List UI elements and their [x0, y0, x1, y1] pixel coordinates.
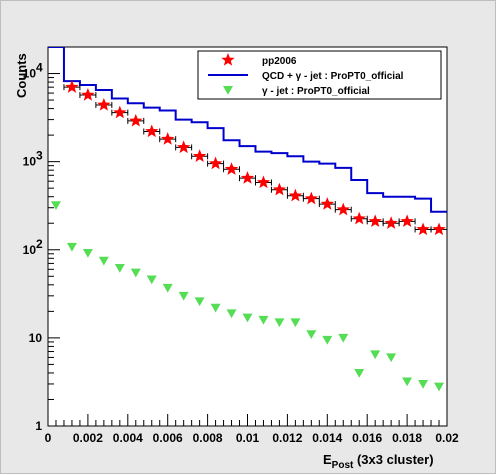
pp2006-point: [400, 214, 414, 228]
x-tick-label: 0.008: [193, 431, 223, 445]
pp2006-point: [65, 80, 79, 93]
x-tick-label: 0.014: [312, 431, 342, 445]
pp2006-point: [384, 216, 398, 229]
gamma-jet-point: [370, 350, 381, 360]
pp2006-point: [192, 149, 207, 162]
pp2006-point: [97, 97, 111, 111]
gamma-jet-point: [114, 264, 125, 273]
gamma-jet-point: [178, 291, 189, 301]
legend-pp2006-label: pp2006: [262, 56, 297, 67]
legend-pp2006-marker: [221, 53, 235, 66]
gamma-jet-point: [66, 242, 77, 252]
gamma-jet-point: [130, 268, 141, 278]
gamma-jet-point: [98, 256, 109, 266]
gamma-jet-point: [242, 313, 253, 323]
gamma-jet-point: [194, 297, 205, 307]
pp2006-point: [224, 162, 239, 175]
qcd-gamma-jet-step-line: [48, 47, 447, 213]
gamma-jet-point: [306, 330, 317, 339]
y-tick-label: 1: [35, 419, 42, 433]
pp2006-point: [352, 211, 366, 225]
gamma-jet-point: [418, 379, 429, 389]
gamma-jet-point: [50, 201, 61, 211]
legend-gamma-marker: [223, 86, 233, 95]
x-tick-label: 0.01: [236, 431, 260, 445]
x-tick-label: 0: [45, 431, 52, 445]
gamma-jet-point: [434, 382, 445, 392]
x-tick-label: 0.016: [352, 431, 382, 445]
x-tick-label: 0.02: [435, 431, 459, 445]
pp2006-point: [288, 188, 303, 202]
pp2006-point: [432, 222, 446, 236]
pp2006-point: [368, 214, 382, 228]
x-tick-label: 0.002: [73, 431, 103, 445]
gamma-jet-point: [338, 333, 349, 343]
gamma-jet-point: [82, 248, 93, 258]
pp2006-point: [145, 124, 159, 138]
gamma-jet-point: [322, 335, 333, 345]
pp2006-point: [256, 175, 271, 189]
y-tick-label: 10: [23, 155, 37, 169]
x-tick-label: 0.006: [153, 431, 183, 445]
legend-qcd-label: QCD + γ - jet : ProPT0_official: [262, 71, 404, 82]
pp2006-point: [416, 222, 430, 236]
pp2006-point: [272, 182, 287, 196]
x-tick-label: 0.004: [113, 431, 143, 445]
legend-gamma-label: γ - jet : ProPT0_official: [262, 86, 370, 97]
pp2006-point: [336, 202, 350, 216]
y-tick-exponent: 2: [36, 237, 43, 251]
y-tick-label: 10: [23, 67, 37, 81]
y-tick-exponent: 3: [36, 149, 43, 163]
x-tick-label: 0.018: [392, 431, 422, 445]
pp2006-point: [161, 132, 175, 145]
pp2006-point: [177, 140, 191, 154]
y-tick-label: 10: [23, 243, 37, 257]
pp2006-point: [304, 191, 318, 205]
pp2006-point: [320, 197, 334, 210]
gamma-jet-point: [258, 315, 269, 325]
y-tick-exponent: 4: [36, 61, 43, 75]
y-tick-label: 10: [29, 331, 43, 345]
gamma-jet-point: [386, 353, 397, 363]
gamma-jet-point: [210, 303, 221, 313]
gamma-jet-point: [274, 318, 285, 328]
pp2006-point: [240, 171, 255, 184]
x-tick-label: 0.012: [272, 431, 302, 445]
gamma-jet-point: [354, 368, 365, 378]
gamma-jet-point: [146, 275, 157, 285]
gamma-jet-point: [162, 283, 173, 293]
y-axis-title: Counts: [14, 53, 29, 98]
pp2006-point: [208, 156, 223, 170]
pp2006-point: [129, 113, 143, 127]
gamma-jet-point: [226, 309, 237, 319]
gamma-jet-point: [290, 318, 301, 328]
pp2006-point: [81, 88, 95, 101]
gamma-jet-point: [402, 377, 413, 387]
pp2006-point: [113, 105, 127, 119]
x-axis-title: EPost (3x3 cluster): [323, 452, 434, 471]
plot-area: [47, 46, 448, 427]
